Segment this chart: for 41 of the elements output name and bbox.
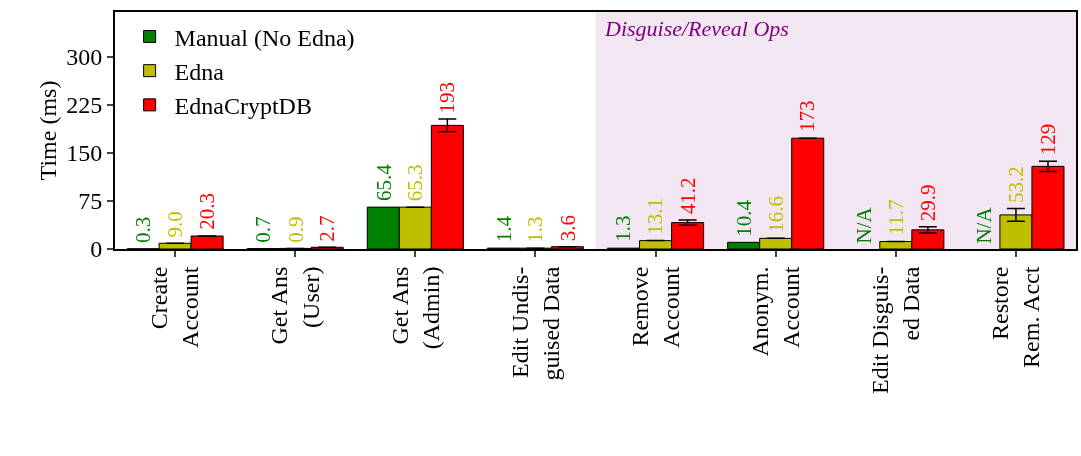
data-label: 10.4 [731,199,756,237]
text: N/A [972,207,997,244]
x-tick-label: Edit Undis- guised Data [506,266,564,381]
data-label: 173 [795,100,820,133]
x-tick-label: Edit Disguis- ed Data [867,266,925,394]
data-label: 1.4 [491,215,516,243]
legend-label: Manual (No Edna) [174,24,355,51]
x-tick-label: Get Ans (User) [266,266,324,345]
x-tick-label: Get Ans (Admin) [386,266,444,350]
y-tick-label: 150 [66,140,103,167]
data-label: 2.7 [314,215,339,242]
data-label: 0.9 [283,216,308,243]
x-tick-label: Remove Account [626,266,684,348]
text: N/A [852,207,877,244]
data-label: 193 [435,81,460,114]
data-label: 11.7 [884,199,909,236]
y-tick-label: 75 [78,188,103,215]
data-label: 41.2 [675,177,700,215]
y-tick-label: 225 [66,92,103,119]
data-label: 3.6 [555,215,580,242]
data-label: 9.0 [162,211,187,238]
x-tick-label: Anonym. Account [746,266,805,357]
band-label: Disguise/Reveal Ops [604,16,789,41]
data-label: 0.7 [251,216,276,243]
data-label: 0.3 [131,216,156,243]
data-label: 129 [1035,123,1060,156]
x-tick-label: Create Account [146,266,204,348]
data-label: 65.4 [371,163,396,202]
legend-label: EdnaCryptDB [174,93,312,120]
y-tick-label: 300 [66,44,103,71]
data-label: 16.6 [763,195,788,233]
data-label: 20.3 [195,193,220,230]
data-label: 53.2 [1003,166,1028,204]
legend-label: Edna [174,59,225,86]
y-axis-title: Time (ms) [35,80,61,181]
y-tick-label: 0 [90,236,103,263]
data-label: 1.3 [523,216,548,243]
data-label: 13.1 [643,198,668,235]
data-label: 65.3 [403,164,428,202]
data-label: 1.3 [611,215,636,242]
data-label: 29.9 [915,184,940,222]
